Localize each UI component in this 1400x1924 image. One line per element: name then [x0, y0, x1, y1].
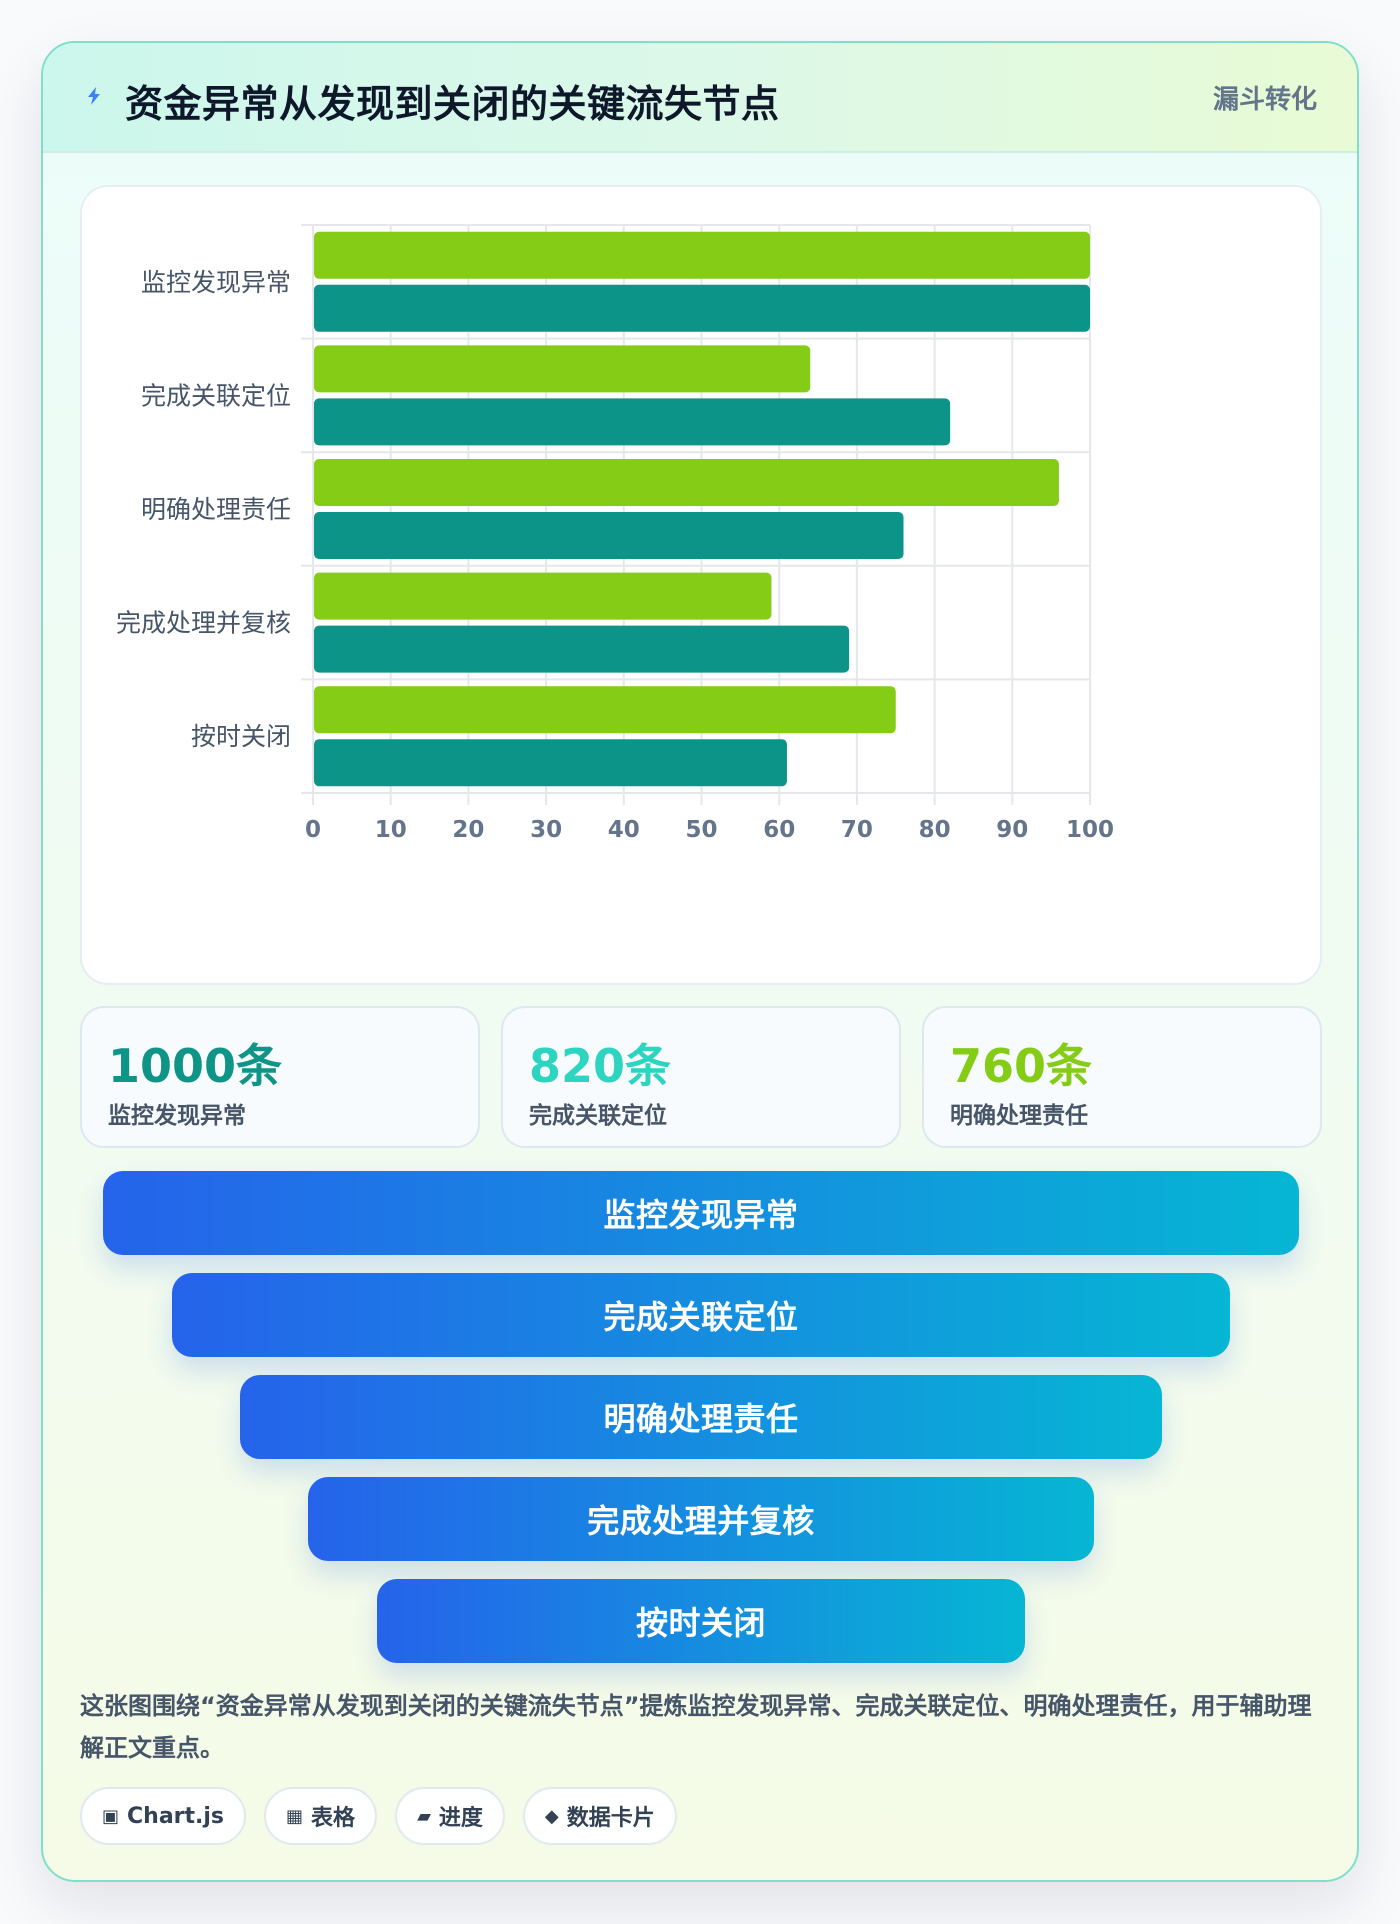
funnel-step-5: 按时关闭: [377, 1579, 1025, 1663]
y-category-label: 明确处理责任: [141, 495, 291, 524]
bar: [314, 398, 951, 446]
pill-label: 进度: [438, 1806, 483, 1831]
x-tick-label: 60: [763, 817, 795, 843]
stat-value: 820条: [529, 1039, 672, 1093]
stat-label: 明确处理责任: [950, 1103, 1088, 1129]
x-tick-label: 10: [375, 817, 407, 843]
bar: [314, 284, 1090, 332]
y-category-label: 完成关联定位: [141, 381, 291, 410]
bar: [314, 345, 811, 393]
bar: [314, 625, 850, 673]
page-title: 资金异常从发现到关闭的关键流失节点: [125, 82, 780, 126]
pill-label: 数据卡片: [566, 1806, 655, 1831]
x-tick-label: 100: [1066, 817, 1114, 843]
pill-data-card[interactable]: ◆ 数据卡片: [522, 1787, 677, 1845]
funnel-step-3: 明确处理责任: [240, 1375, 1162, 1459]
pill-label: 表格: [311, 1806, 356, 1831]
lightning-icon: [88, 87, 100, 105]
progress-icon: ▰: [417, 1805, 431, 1827]
x-tick-label: 20: [452, 817, 484, 843]
funnel-step-1: 监控发现异常: [103, 1171, 1299, 1255]
bar: [314, 231, 1090, 279]
bar: [314, 686, 896, 734]
stat-card: 1000条 监控发现异常: [80, 1006, 480, 1148]
card-header: 资金异常从发现到关闭的关键流失节点 漏斗转化: [43, 43, 1357, 153]
stat-label: 监控发现异常: [108, 1103, 246, 1129]
pill-chartjs[interactable]: ▣ Chart.js: [80, 1787, 247, 1845]
bar: [314, 572, 772, 620]
stat-card: 760条 明确处理责任: [922, 1006, 1322, 1148]
y-category-label: 按时关闭: [191, 722, 291, 751]
x-tick-label: 70: [841, 817, 873, 843]
stat-card: 820条 完成关联定位: [501, 1006, 901, 1148]
x-tick-label: 30: [530, 817, 562, 843]
pill-label: Chart.js: [127, 1803, 225, 1829]
stat-value: 1000条: [108, 1039, 283, 1093]
x-tick-label: 50: [685, 817, 717, 843]
stat-label: 完成关联定位: [529, 1103, 667, 1129]
bar: [314, 739, 787, 787]
tech-tags: ▣ Chart.js ▦ 表格 ▰ 进度 ◆ 数据卡片: [80, 1787, 677, 1845]
x-tick-label: 80: [919, 817, 951, 843]
bar: [314, 512, 904, 559]
infographic-card: 资金异常从发现到关闭的关键流失节点 漏斗转化 0 10 20 30 40 50 60 70 80…: [41, 41, 1359, 1882]
funnel-step-4: 完成处理并复核: [308, 1477, 1094, 1561]
summary-text: 这张图围绕“资金异常从发现到关闭的关键流失节点”提炼监控发现异常、完成关联定位、…: [80, 1692, 1312, 1762]
stat-value: 760条: [950, 1039, 1093, 1093]
funnel-step-2: 完成关联定位: [172, 1273, 1230, 1357]
x-tick-label: 0: [305, 817, 321, 843]
chart-icon: ▣: [102, 1805, 120, 1827]
bar-chart-panel: 0 10 20 30 40 50 60 70 80 90 100 监控发现异常 完成关联定位 明确处理责任…: [80, 185, 1322, 985]
bar-chart: 0 10 20 30 40 50 60 70 80 90 100 监控发现异常完成关联定位明确处理责任…: [116, 224, 1114, 843]
y-category-label: 完成处理并复核: [116, 609, 291, 638]
x-tick-label: 40: [608, 817, 640, 843]
stat-cards: 1000条 监控发现异常 820条 完成关联定位 760条 明确处理责任: [80, 1006, 1322, 1148]
data-card-icon: ◆: [544, 1805, 559, 1827]
table-icon: ▦: [286, 1805, 304, 1827]
pill-table[interactable]: ▦ 表格: [264, 1787, 378, 1845]
chart-type-tag: 漏斗转化: [1212, 85, 1317, 115]
y-category-label: 监控发现异常: [141, 268, 291, 297]
x-tick-label: 90: [996, 817, 1028, 843]
pill-progress[interactable]: ▰ 进度: [395, 1787, 505, 1845]
bar: [314, 459, 1059, 506]
